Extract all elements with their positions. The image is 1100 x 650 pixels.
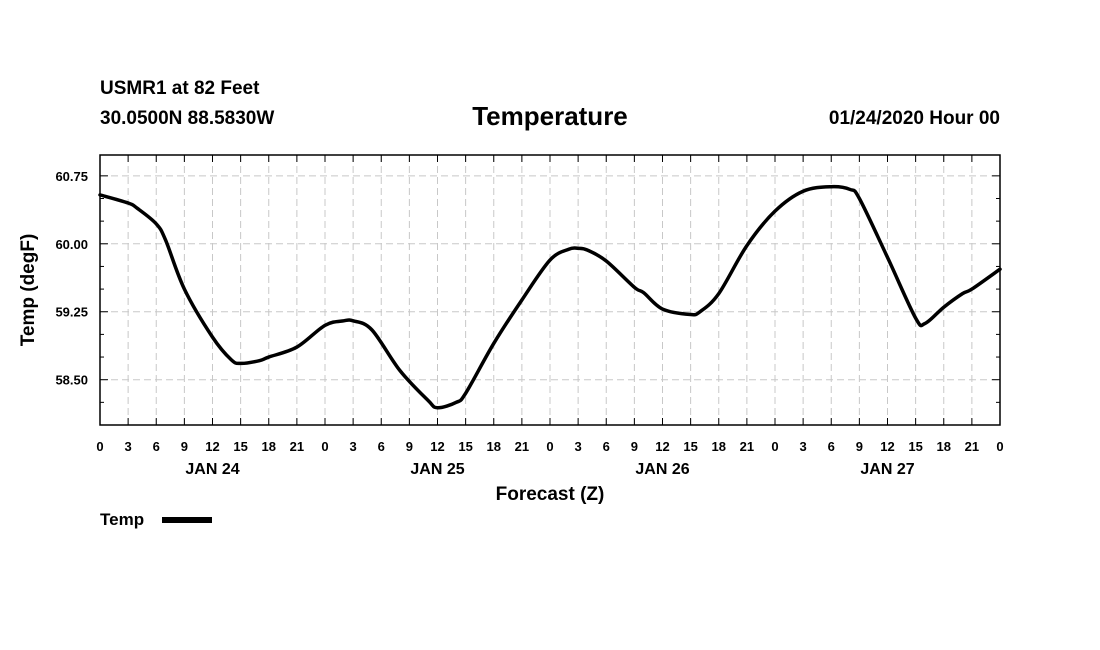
x-tick-label: 21 — [290, 439, 304, 454]
x-tick-label: 3 — [125, 439, 132, 454]
x-tick-label: 21 — [965, 439, 979, 454]
x-tick-label: 18 — [937, 439, 951, 454]
x-tick-label: 21 — [740, 439, 754, 454]
x-tick-label: 12 — [430, 439, 444, 454]
x-tick-label: 21 — [515, 439, 529, 454]
x-tick-label: 6 — [153, 439, 160, 454]
chart-title: Temperature — [472, 101, 628, 131]
x-tick-label: 0 — [771, 439, 778, 454]
x-tick-label: 6 — [828, 439, 835, 454]
x-tick-label: 15 — [458, 439, 472, 454]
y-tick-label: 60.00 — [55, 237, 88, 252]
axis-ticks — [99, 155, 1001, 425]
x-tick-label: 0 — [996, 439, 1003, 454]
x-tick-label: 3 — [800, 439, 807, 454]
y-tick-labels: 58.50 59.25 60.00 60.75 — [55, 169, 88, 388]
x-tick-labels: 0 3 6 9 12 15 18 21 0 3 6 9 12 15 18 21 0 3 6 9 12 15 18 21 0 3 6 9… — [96, 439, 1003, 454]
x-tick-label: 9 — [856, 439, 863, 454]
day-labels: JAN 24 JAN 25 JAN 26 JAN 27 — [185, 461, 914, 478]
legend-label: Temp — [100, 510, 144, 529]
x-tick-label: 9 — [181, 439, 188, 454]
y-tick-label: 58.50 — [55, 373, 88, 388]
day-label: JAN 26 — [635, 461, 689, 478]
station-label: USMR1 at 82 Feet — [100, 78, 260, 99]
x-tick-label: 0 — [321, 439, 328, 454]
x-tick-label: 0 — [546, 439, 553, 454]
y-axis-title: Temp (degF) — [18, 234, 39, 347]
x-tick-label: 3 — [350, 439, 357, 454]
x-tick-label: 9 — [631, 439, 638, 454]
day-label: JAN 24 — [185, 461, 239, 478]
x-tick-label: 0 — [96, 439, 103, 454]
x-tick-label: 18 — [712, 439, 726, 454]
x-tick-label: 15 — [683, 439, 697, 454]
x-tick-label: 18 — [487, 439, 501, 454]
run-time-label: 01/24/2020 Hour 00 — [829, 108, 1000, 129]
series-layer — [98, 184, 1002, 410]
x-tick-label: 12 — [205, 439, 219, 454]
x-tick-label: 6 — [603, 439, 610, 454]
x-axis-title: Forecast (Z) — [496, 484, 605, 505]
day-label: JAN 25 — [410, 461, 464, 478]
x-tick-label: 15 — [908, 439, 922, 454]
day-label: JAN 27 — [860, 461, 914, 478]
temp-series-line — [98, 184, 1002, 410]
x-tick-label: 18 — [262, 439, 276, 454]
x-tick-label: 15 — [233, 439, 247, 454]
y-tick-label: 59.25 — [55, 305, 88, 320]
x-tick-label: 12 — [655, 439, 669, 454]
x-tick-label: 9 — [406, 439, 413, 454]
gridlines — [100, 155, 1000, 425]
coords-label: 30.0500N 88.5830W — [100, 108, 274, 129]
x-tick-label: 6 — [378, 439, 385, 454]
y-tick-label: 60.75 — [55, 169, 88, 184]
x-tick-label: 12 — [880, 439, 894, 454]
x-tick-label: 3 — [575, 439, 582, 454]
legend: Temp — [100, 510, 212, 529]
